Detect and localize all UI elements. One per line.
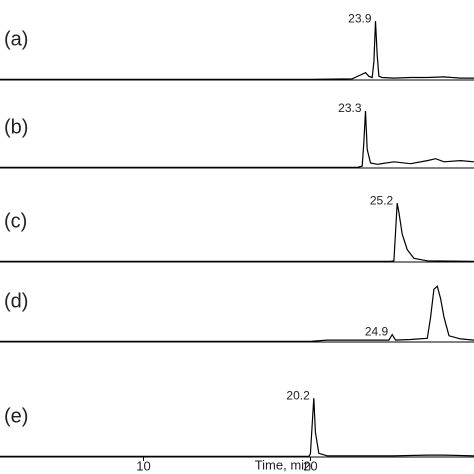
trace	[0, 398, 474, 457]
peak-label: 20.2	[286, 388, 310, 402]
x-tick-label: 10	[136, 458, 150, 473]
peak-label: 23.3	[338, 101, 362, 115]
peak-label: 25.2	[370, 193, 394, 207]
x-tick-label: 20	[303, 458, 317, 473]
panel-label: (b)	[4, 116, 28, 138]
panel-label: (a)	[4, 28, 28, 50]
trace	[0, 202, 474, 262]
panel-label: (d)	[4, 290, 28, 312]
x-axis-label: Time, min	[255, 457, 312, 472]
peak-label: 23.9	[348, 11, 372, 25]
panel-label: (c)	[4, 210, 27, 232]
peak-label: 24.9	[365, 325, 389, 339]
trace	[0, 285, 474, 342]
panel-label: (e)	[4, 405, 28, 427]
trace	[0, 21, 474, 80]
trace	[0, 110, 474, 168]
